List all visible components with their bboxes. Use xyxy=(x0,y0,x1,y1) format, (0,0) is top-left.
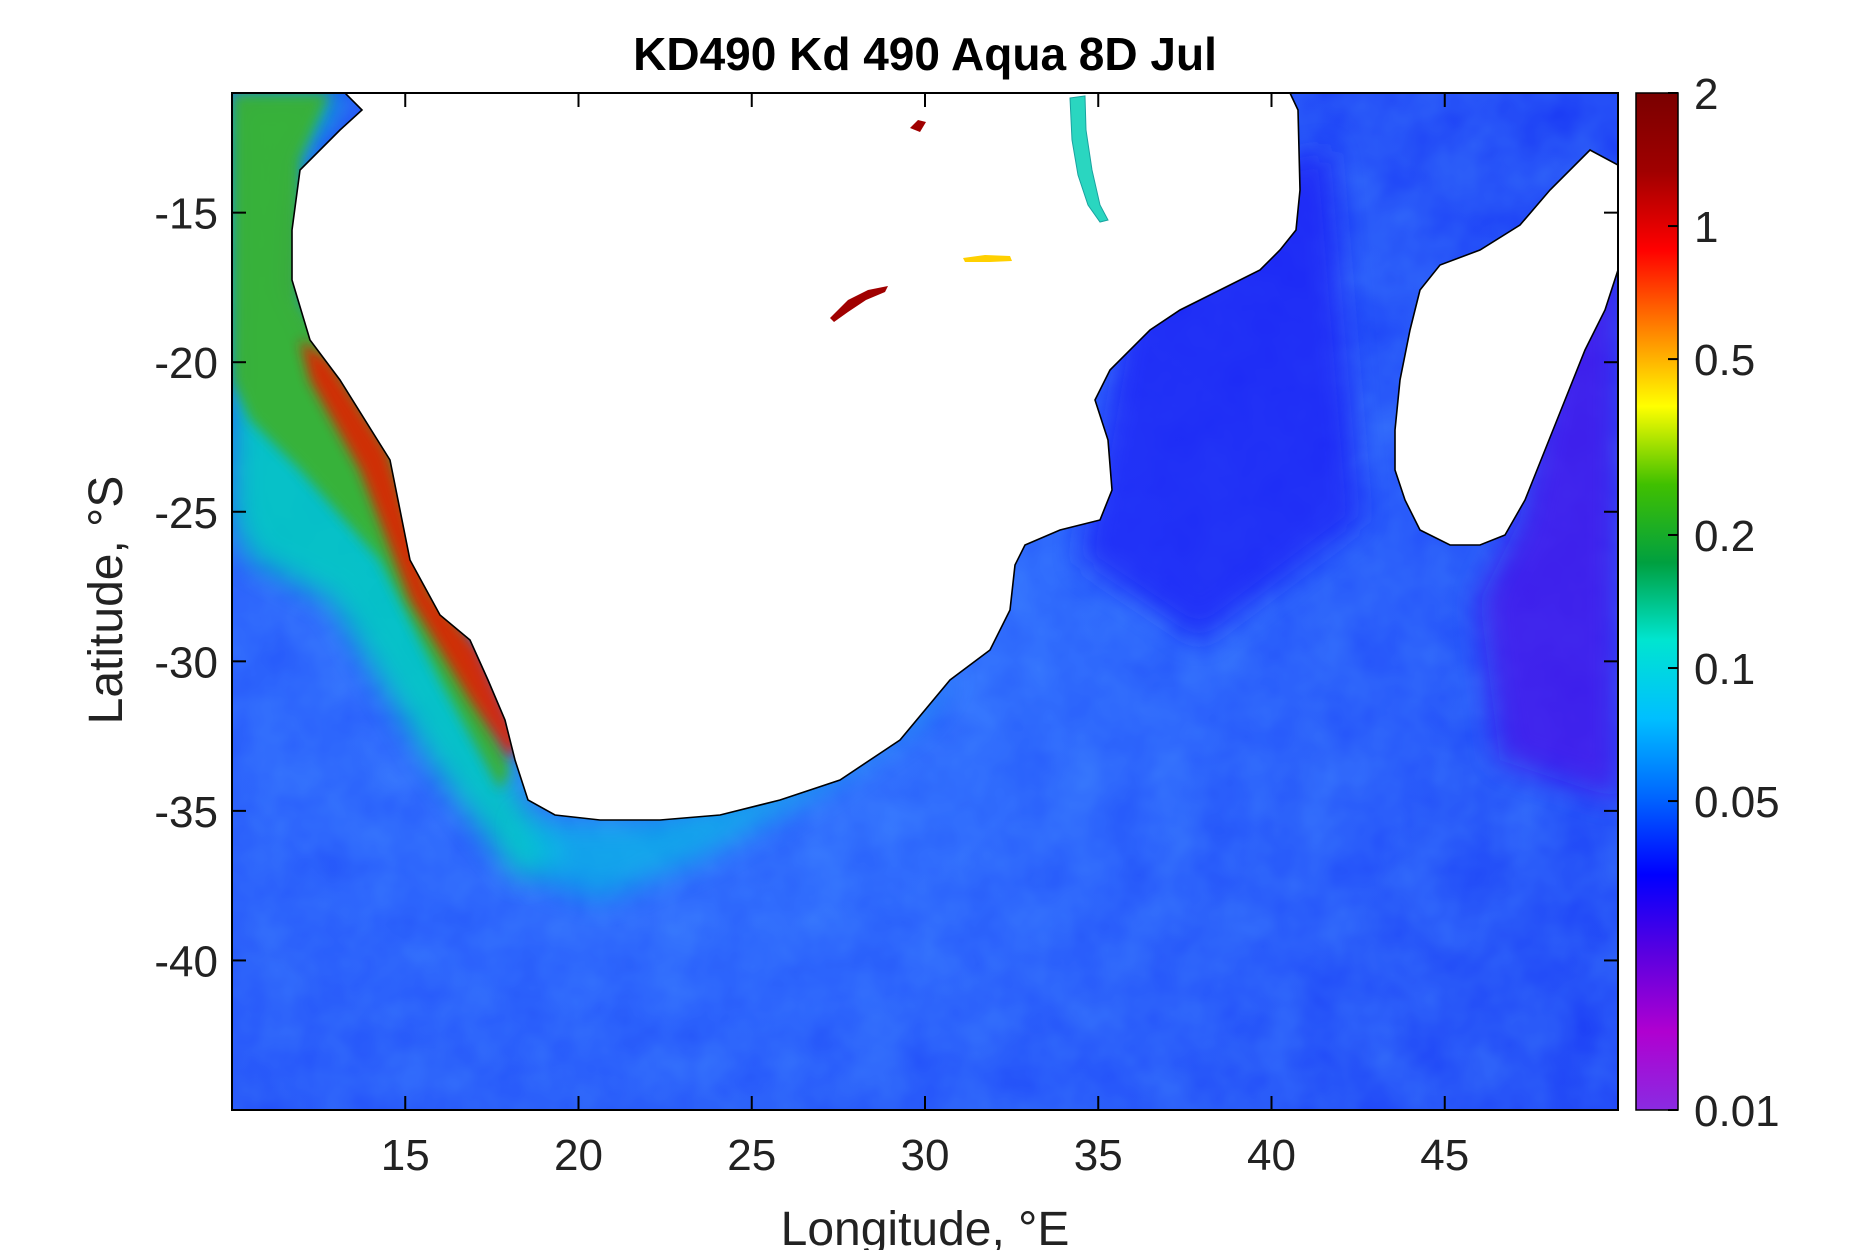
colorbar-ticks: 2 1 0.5 0.2 0.1 0.05 0.01 xyxy=(1668,70,1780,1136)
agulhas-bank-turbid xyxy=(520,670,960,900)
x-axis-ticks: 15 20 25 30 35 40 45 xyxy=(381,93,1469,1180)
colorbar-tick-label: 0.2 xyxy=(1694,512,1755,561)
y-tick-label: -35 xyxy=(154,788,218,837)
madagascar-landmass xyxy=(1394,149,1618,546)
lake-cahora-bassa xyxy=(963,255,1012,262)
low-kd-region-east xyxy=(1480,261,1618,800)
y-tick-label: -30 xyxy=(154,638,218,687)
y-axis-label: Latitude, °S xyxy=(80,476,133,725)
y-axis-ticks: -15 -20 -25 -30 -35 -40 xyxy=(154,190,1618,986)
colorbar-tick-label: 0.01 xyxy=(1694,1087,1780,1136)
x-tick-label: 30 xyxy=(901,1131,950,1180)
lake-malawi xyxy=(1069,95,1109,223)
colorbar xyxy=(1635,92,1679,1111)
y-tick-label: -25 xyxy=(154,489,218,538)
y-tick-label: -20 xyxy=(154,339,218,388)
x-tick-label: 35 xyxy=(1074,1131,1123,1180)
colorbar-tick-label: 0.05 xyxy=(1694,778,1780,827)
africa-landmass xyxy=(291,93,1301,821)
chart-title: KD490 Kd 490 Aqua 8D Jul xyxy=(633,28,1217,80)
x-tick-label: 25 xyxy=(727,1131,776,1180)
x-tick-label: 45 xyxy=(1420,1131,1469,1180)
lake-kariba xyxy=(830,286,888,322)
colorbar-tick-label: 2 xyxy=(1694,70,1718,119)
x-axis-label: Longitude, °E xyxy=(781,1203,1070,1250)
map-area xyxy=(232,93,1618,1110)
x-tick-label: 15 xyxy=(381,1131,430,1180)
colorbar-tick-label: 0.1 xyxy=(1694,645,1755,694)
colorbar-tick-label: 0.5 xyxy=(1694,336,1755,385)
x-tick-label: 20 xyxy=(554,1131,603,1180)
lake-mweru xyxy=(910,120,926,132)
y-tick-label: -15 xyxy=(154,190,218,239)
x-tick-label: 40 xyxy=(1247,1131,1296,1180)
colorbar-tick-label: 1 xyxy=(1694,203,1718,252)
y-tick-label: -40 xyxy=(154,937,218,986)
